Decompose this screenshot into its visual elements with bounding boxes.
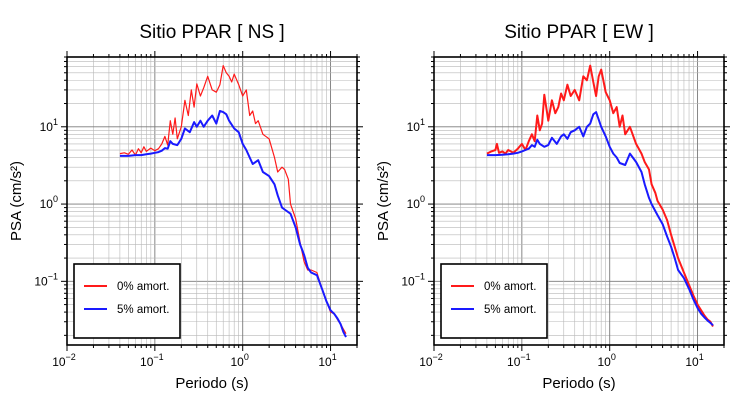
- x-tick-base: 10: [52, 355, 66, 369]
- x-tick-exp: 0: [244, 352, 249, 362]
- plot-frame: [433, 56, 725, 346]
- series-lines: [486, 64, 714, 327]
- y-tick-exp: −1: [415, 271, 425, 281]
- x-tick-exp: 1: [332, 352, 337, 362]
- y-tick-base: 10: [401, 274, 415, 288]
- x-tick-label: 101: [318, 352, 336, 369]
- chart-title: Sitio PPAR [ EW ]: [504, 22, 654, 43]
- grid: [434, 57, 724, 345]
- x-tick-exp: −2: [433, 352, 443, 362]
- x-tick-label: 10−1: [507, 352, 531, 369]
- series-lines: [119, 64, 347, 338]
- legend-label: 0% amort.: [484, 281, 536, 293]
- x-tick-exp: −1: [520, 352, 530, 362]
- series-line-red: [119, 64, 347, 335]
- y-tick-label: 100: [407, 194, 425, 211]
- y-tick-label: 10−1: [34, 271, 58, 288]
- x-tick-label: 101: [685, 352, 703, 369]
- y-tick-base: 10: [40, 120, 54, 134]
- y-tick-label: 101: [407, 117, 425, 134]
- x-tick-label: 10−2: [419, 352, 443, 369]
- x-tick-exp: −1: [153, 352, 163, 362]
- y-tick-base: 10: [407, 120, 421, 134]
- x-tick-base: 10: [140, 355, 154, 369]
- x-axis-label: Periodo (s): [542, 375, 615, 392]
- y-tick-label: 100: [40, 194, 58, 211]
- y-tick-exp: 0: [420, 194, 425, 204]
- series-line-blue: [119, 110, 347, 338]
- y-tick-label: 101: [40, 117, 58, 134]
- x-tick-base: 10: [318, 355, 332, 369]
- y-tick-exp: 1: [420, 117, 425, 127]
- legend-label: 5% amort.: [117, 304, 169, 316]
- legend-label: 5% amort.: [484, 304, 536, 316]
- plot-frame: [66, 56, 358, 346]
- y-tick-base: 10: [40, 197, 54, 211]
- x-tick-exp: 1: [699, 352, 704, 362]
- x-tick-label: 10−1: [140, 352, 164, 369]
- y-tick-exp: 0: [53, 194, 58, 204]
- series-line-red: [486, 64, 714, 327]
- y-tick-exp: −1: [48, 271, 58, 281]
- x-tick-base: 10: [598, 355, 612, 369]
- y-axis-label: PSA (cm/s²): [8, 161, 25, 241]
- x-tick-base: 10: [507, 355, 521, 369]
- x-tick-exp: 0: [611, 352, 616, 362]
- x-tick-label: 100: [231, 352, 249, 369]
- y-tick-base: 10: [34, 274, 48, 288]
- legend: 0% amort. 5% amort.: [440, 263, 548, 339]
- legend: 0% amort. 5% amort.: [73, 263, 181, 339]
- legend-box: [440, 263, 548, 339]
- y-tick-label: 10−1: [401, 271, 425, 288]
- x-tick-base: 10: [685, 355, 699, 369]
- y-tick-exp: 1: [53, 117, 58, 127]
- x-tick-exp: −2: [66, 352, 76, 362]
- x-tick-base: 10: [419, 355, 433, 369]
- legend-box: [73, 263, 181, 339]
- chart-title: Sitio PPAR [ NS ]: [139, 22, 284, 43]
- y-axis-label: PSA (cm/s²): [375, 161, 392, 241]
- x-axis-label: Periodo (s): [175, 375, 248, 392]
- series-line-blue: [486, 111, 714, 327]
- x-tick-label: 100: [598, 352, 616, 369]
- x-tick-base: 10: [231, 355, 245, 369]
- x-tick-label: 10−2: [52, 352, 76, 369]
- legend-label: 0% amort.: [117, 281, 169, 293]
- y-tick-base: 10: [407, 197, 421, 211]
